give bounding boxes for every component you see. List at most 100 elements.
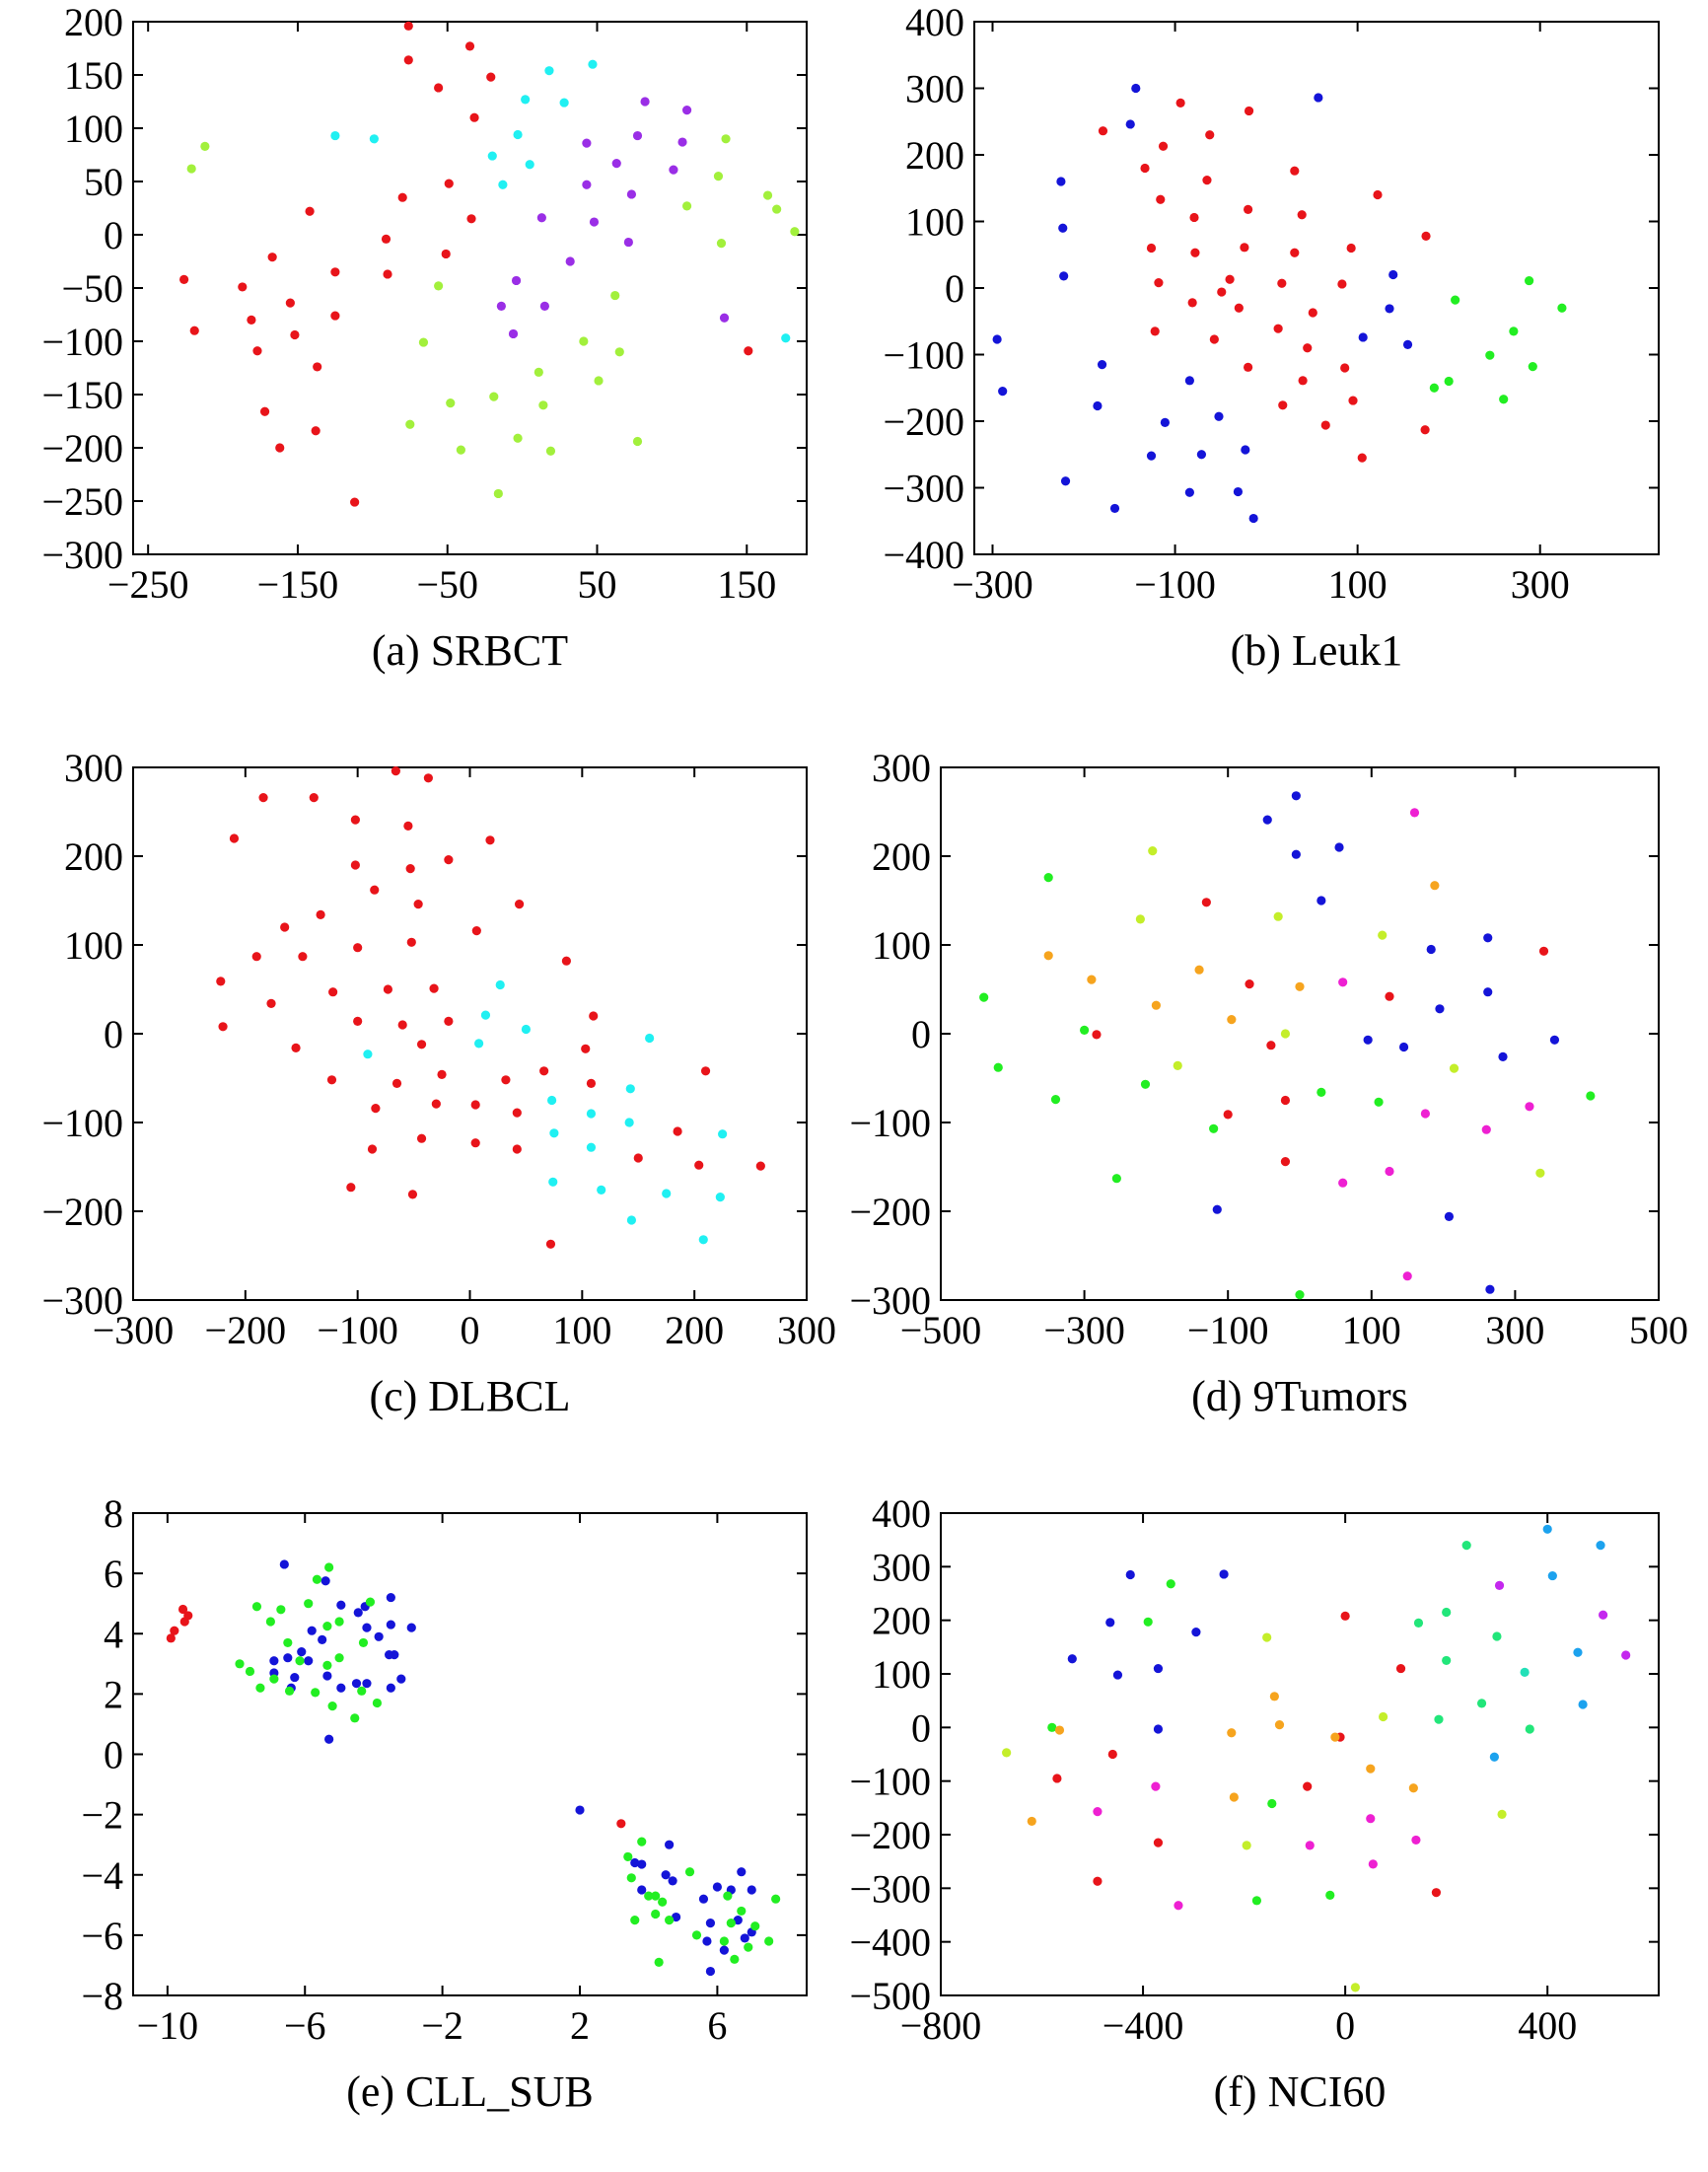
data-point-green	[979, 992, 989, 1002]
data-point-green	[726, 1919, 736, 1928]
data-point-red	[238, 282, 248, 292]
data-point-green	[1251, 1896, 1262, 1906]
y-tick-label: −200	[41, 1190, 123, 1234]
data-point-blue	[1241, 445, 1250, 455]
x-tick-label: 6	[707, 2003, 727, 2048]
data-point-red	[514, 900, 525, 909]
x-tick-label: −6	[284, 2003, 326, 2048]
data-point-lime	[493, 488, 503, 499]
data-point-red	[383, 269, 392, 279]
data-point-red	[1273, 324, 1283, 333]
data-point-red	[1348, 396, 1358, 405]
data-point-cyan	[645, 1033, 655, 1044]
data-point-blue	[1483, 933, 1493, 943]
data-point-blue	[1097, 360, 1107, 370]
data-point-green	[322, 1622, 332, 1631]
y-tick-label: 0	[911, 1012, 931, 1056]
subplot-caption: (b) Leuk1	[1231, 626, 1403, 675]
data-point-green2	[1442, 1655, 1452, 1666]
data-point-cyan	[588, 59, 598, 69]
data-point-red	[471, 926, 481, 936]
y-tick-label: −100	[883, 333, 964, 378]
data-point-blue	[304, 1656, 314, 1666]
y-tick-label: −500	[849, 1974, 931, 2018]
data-point-blue	[1058, 223, 1068, 233]
data-point-cyan	[625, 1084, 635, 1094]
data-point-red	[581, 1044, 591, 1053]
data-point-red	[266, 998, 276, 1009]
y-tick-label: 200	[64, 0, 123, 44]
data-point-green2	[1476, 1699, 1487, 1708]
data-point-red	[403, 821, 413, 832]
data-point-blue	[1444, 1211, 1455, 1221]
data-point-red	[1240, 243, 1249, 253]
data-point-blue	[1262, 815, 1272, 825]
data-point-red	[1373, 189, 1383, 200]
y-tick-label: −100	[849, 1101, 931, 1145]
data-point-blue	[324, 1734, 334, 1744]
data-point-green	[1295, 1290, 1305, 1300]
data-point-red	[305, 206, 315, 216]
data-point-lime	[721, 134, 731, 144]
data-point-red	[1266, 1041, 1276, 1050]
data-point-blue	[1485, 1284, 1495, 1294]
data-point-green	[1080, 1025, 1090, 1035]
data-point-magenta	[1481, 1124, 1491, 1134]
data-point-blue	[1196, 450, 1207, 460]
data-point-green	[358, 1637, 369, 1648]
data-point-red	[330, 267, 340, 277]
data-point-purple	[623, 237, 633, 248]
data-point-red	[616, 1819, 626, 1829]
data-point-red	[1156, 194, 1166, 204]
data-point-lime	[434, 281, 444, 291]
x-tick-label: −10	[137, 2003, 199, 2048]
data-point-green	[255, 1683, 265, 1693]
data-point-purple	[669, 165, 678, 175]
data-point-cyan	[363, 1050, 373, 1059]
data-point-blue	[362, 1679, 372, 1689]
data-point-blue	[698, 1894, 709, 1904]
data-point-blue	[386, 1620, 395, 1629]
plot-frame	[132, 21, 808, 555]
data-point-cyan	[369, 134, 379, 144]
data-point-red	[275, 443, 285, 453]
data-point-red	[466, 214, 476, 224]
data-point-red	[353, 943, 363, 953]
data-point-green2	[1434, 1714, 1444, 1724]
data-point-orange	[1229, 1792, 1239, 1802]
data-point-red	[1308, 308, 1317, 318]
data-point-red	[485, 835, 495, 845]
data-point-red	[1234, 303, 1244, 313]
data-point-green	[1429, 383, 1439, 393]
data-point-red	[1290, 248, 1300, 257]
data-point-blue	[737, 1867, 747, 1877]
data-point-red	[1357, 453, 1367, 463]
data-point-green	[1209, 1123, 1219, 1133]
data-point-green	[719, 1936, 729, 1946]
x-tick-label: −100	[1134, 562, 1216, 607]
data-point-blue	[747, 1885, 756, 1895]
data-point-red	[470, 1100, 480, 1110]
data-point-cyan	[544, 66, 554, 76]
data-point-green	[665, 1915, 675, 1925]
data-point-red	[1320, 420, 1330, 430]
x-tick-label: −300	[952, 562, 1033, 607]
y-tick-label: −50	[61, 266, 123, 311]
data-point-green	[626, 1873, 636, 1883]
y-tick-label: 200	[872, 834, 931, 879]
subplot-caption: (e) CLL_SUB	[346, 2067, 594, 2116]
data-point-red	[346, 1183, 356, 1193]
x-tick-label: −2	[421, 2003, 463, 2048]
data-point-red	[216, 977, 226, 986]
y-tick-label: −400	[849, 1920, 931, 1965]
data-point-lime	[489, 392, 499, 401]
data-point-blue	[1060, 476, 1071, 486]
data-point-green	[623, 1851, 633, 1862]
data-point-cyan	[330, 130, 340, 141]
data-point-green	[1374, 1097, 1384, 1107]
data-point-orange	[1043, 951, 1053, 961]
data-point-cyan	[597, 1185, 606, 1195]
data-point-red	[1107, 1749, 1117, 1760]
data-point-blue	[351, 1679, 362, 1689]
data-point-red	[444, 1016, 454, 1026]
